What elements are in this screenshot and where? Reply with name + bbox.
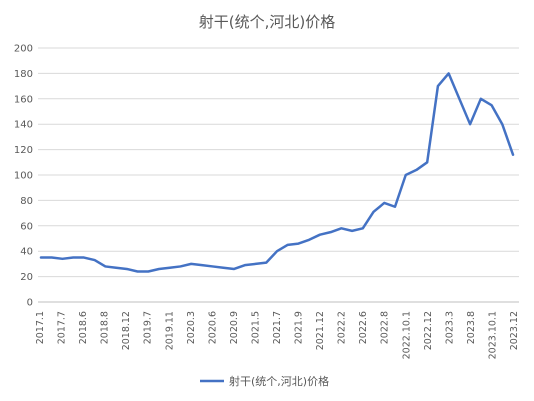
gridlines xyxy=(38,47,519,278)
x-tick-label: 2019.7 xyxy=(143,311,154,344)
y-tick-label: 160 xyxy=(14,94,33,105)
legend-label: 射干(统个,河北)价格 xyxy=(229,374,329,388)
y-tick-label: 20 xyxy=(20,272,33,283)
x-tick-label: 2022.2 xyxy=(337,311,348,344)
x-tick-label: 2021.9 xyxy=(294,311,305,344)
chart-title: 射干(统个,河北)价格 xyxy=(199,13,335,31)
y-tick-label: 120 xyxy=(14,145,33,156)
x-tick-label: 2021.7 xyxy=(272,311,283,344)
x-tick-label: 2022.10.1 xyxy=(401,311,412,359)
y-tick-label: 100 xyxy=(14,171,33,182)
y-axis-ticks: 0 20 40 60 80 100 120 140 160 180 200 xyxy=(14,44,33,309)
y-tick-label: 180 xyxy=(14,69,33,80)
x-tick-label: 2018.6 xyxy=(78,311,89,344)
x-tick-label: 2023.10.1 xyxy=(487,311,498,359)
x-tick-label: 2023.3 xyxy=(444,311,455,344)
x-tick-label: 2022.8 xyxy=(380,311,391,344)
x-tick-label: 2021.12 xyxy=(315,311,326,350)
y-tick-label: 200 xyxy=(14,44,33,55)
y-tick-label: 40 xyxy=(20,247,33,258)
x-tick-label: 2021.5 xyxy=(250,311,261,344)
x-axis-ticks: 2017.1 2017.7 2018.6 2018.8 2018.12 2019.7 201… xyxy=(35,311,520,359)
x-tick-label: 2023.8 xyxy=(466,311,477,344)
x-tick-label: 2018.12 xyxy=(121,311,132,350)
x-tick-label: 2018.8 xyxy=(100,311,111,344)
y-tick-label: 0 xyxy=(27,298,33,309)
x-tick-label: 2019.11 xyxy=(164,311,175,350)
x-tick-label: 2023.12 xyxy=(509,311,520,350)
y-tick-label: 140 xyxy=(14,120,33,131)
x-tick-label: 2017.1 xyxy=(35,311,46,344)
series-layer xyxy=(39,72,515,273)
series-line xyxy=(39,72,515,273)
x-tick-label: 2020.6 xyxy=(207,311,218,344)
y-tick-label: 60 xyxy=(20,221,33,232)
y-tick-label: 80 xyxy=(20,196,33,207)
x-tick-label: 2022.12 xyxy=(423,311,434,350)
legend: 射干(统个,河北)价格 xyxy=(200,374,329,388)
x-tick-label: 2020.9 xyxy=(229,311,240,344)
x-tick-label: 2020.3 xyxy=(186,311,197,344)
x-tick-label: 2017.7 xyxy=(57,311,68,344)
x-tick-label: 2022.6 xyxy=(358,311,369,344)
